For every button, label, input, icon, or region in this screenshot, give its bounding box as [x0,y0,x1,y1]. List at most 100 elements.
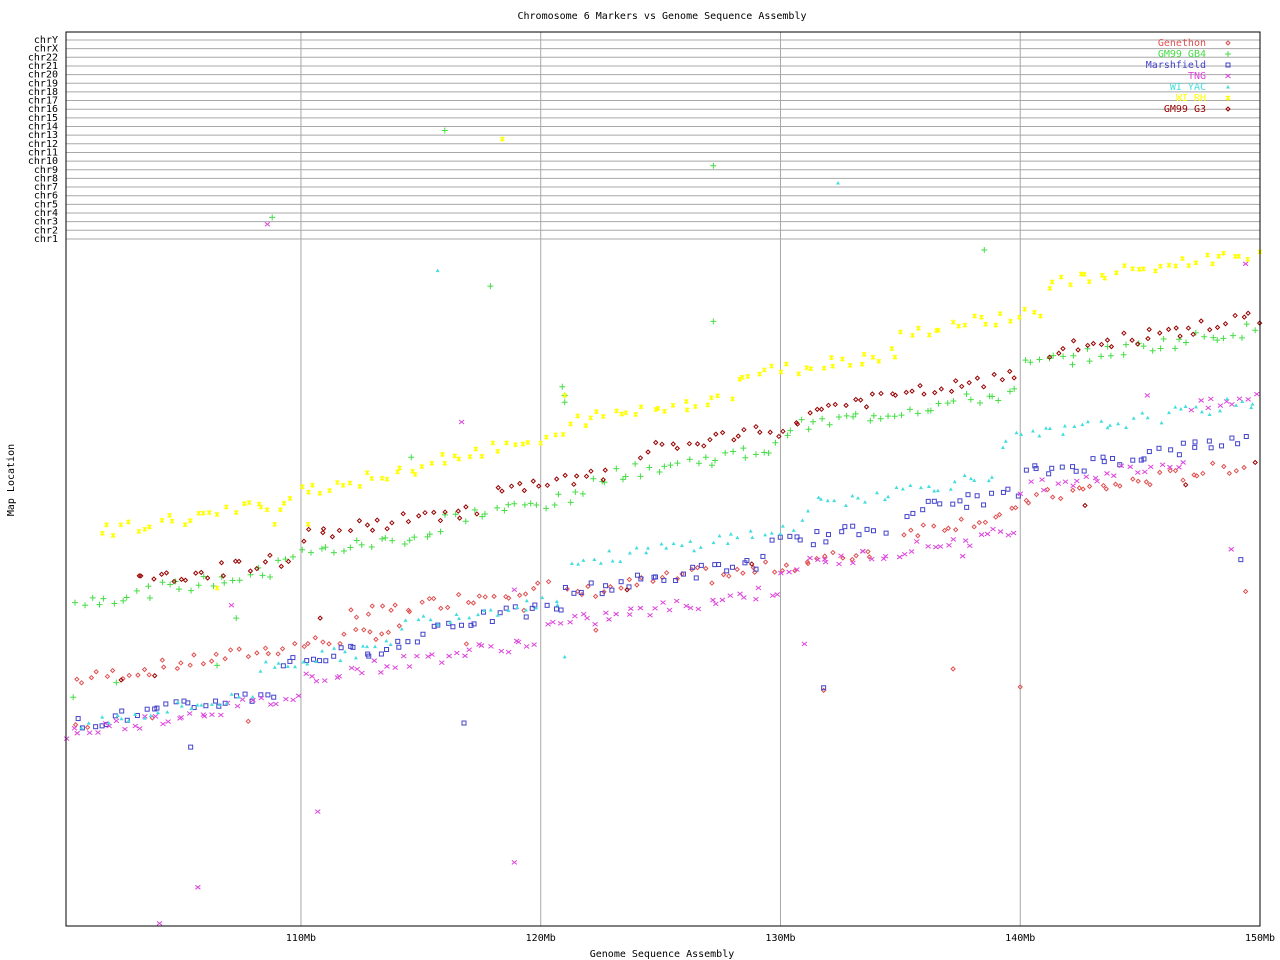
data-point [452,511,459,518]
data-point [965,492,971,498]
data-point [710,318,717,325]
data-point [839,356,845,362]
data-point [618,559,623,564]
data-point [1166,262,1172,268]
data-point [321,678,328,684]
data-point [794,534,800,540]
data-point [964,504,970,510]
legend-marker [1225,73,1231,79]
data-point [982,519,989,525]
legend-label: GM99 GB4 [1158,49,1206,60]
data-point [287,495,293,501]
data-point [680,571,686,577]
data-point [456,456,462,462]
data-point [406,537,413,544]
data-point [471,621,477,627]
legend-label: GM99 G3 [1164,104,1206,115]
data-point [708,395,714,401]
data-point [805,509,810,513]
data-point [203,703,209,709]
data-point [1242,261,1249,267]
data-point [1243,321,1250,328]
data-point [572,488,579,495]
data-point [276,661,281,665]
chromosome-row-label: chr10 [28,156,58,167]
data-point [228,602,235,608]
data-point [735,433,741,439]
data-point [742,454,749,461]
data-point [317,490,323,496]
data-point [538,440,544,446]
data-point [1135,478,1141,484]
data-point [634,572,640,578]
data-point [683,398,689,404]
data-point [214,662,221,669]
data-point [1205,252,1210,258]
data-point [1059,464,1065,470]
data-point [399,627,404,631]
data-point [1092,475,1099,481]
data-point [709,580,715,586]
data-point [690,564,696,570]
data-point [1236,253,1242,259]
data-point [832,401,838,408]
data-point [730,396,735,402]
data-point [645,449,651,455]
data-point [838,553,844,559]
data-point [524,598,529,603]
data-point [1167,467,1173,474]
data-point [913,539,920,544]
data-point [757,371,763,377]
data-point [708,462,715,469]
data-point [1176,452,1182,458]
data-point [707,436,713,443]
data-point [619,411,625,417]
data-point [1030,428,1035,433]
data-point [652,574,658,580]
data-point [405,639,411,645]
data-point [308,549,315,556]
data-point [1104,337,1111,343]
data-point [1022,306,1028,312]
data-point [159,657,166,663]
data-point [476,612,481,617]
data-point [1098,341,1105,348]
data-point [106,723,112,729]
data-point [1010,530,1017,536]
data-point [836,561,842,567]
data-point [118,677,124,683]
data-point [553,432,559,438]
data-point [1083,474,1090,480]
chromosome-row-label: chrY [34,35,58,46]
data-point [1153,268,1158,274]
data-point [208,658,215,664]
data-point [384,525,390,532]
data-point [849,556,855,563]
data-point [864,526,870,532]
data-point [856,496,861,500]
data-point [504,440,509,446]
data-point [610,559,615,563]
data-point [1157,345,1164,352]
data-point [1130,266,1136,272]
data-point [1082,502,1088,509]
data-point [1072,424,1077,429]
data-point [920,507,926,513]
data-point [745,373,751,379]
data-point [306,489,311,495]
data-point [254,650,260,656]
data-point [86,721,91,725]
data-point [821,685,827,691]
data-point [271,694,277,700]
data-point [927,407,934,414]
data-point [193,570,199,576]
data-point [343,649,348,654]
data-point [467,615,472,620]
data-point [1177,333,1183,339]
data-point [935,488,940,493]
data-point [968,476,973,481]
data-point [843,402,849,409]
data-point [1210,261,1215,267]
data-point [456,515,463,521]
data-point [1033,491,1040,498]
